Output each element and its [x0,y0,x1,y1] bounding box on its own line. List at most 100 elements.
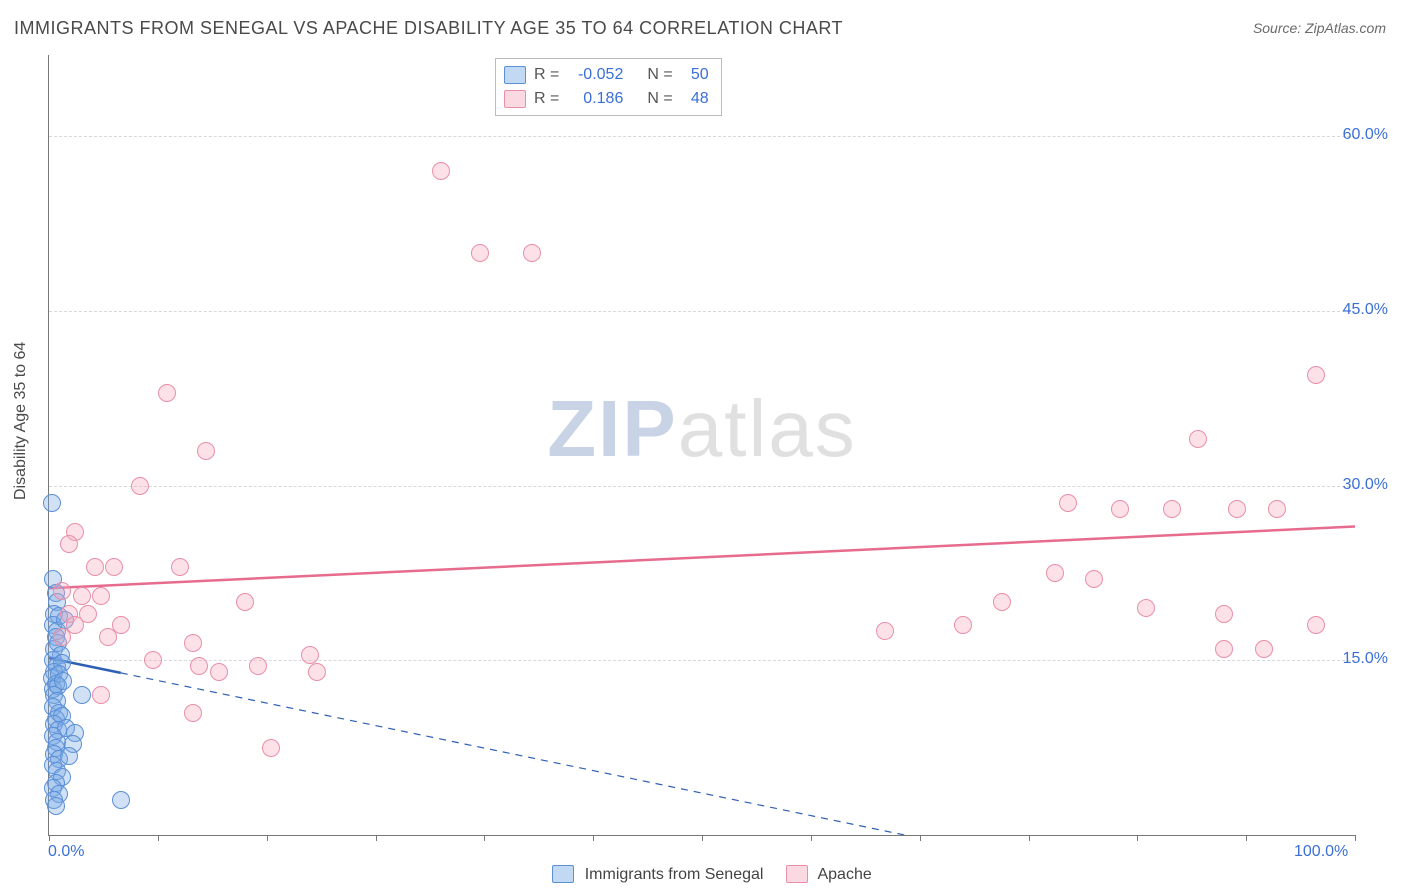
r-label: R = [534,90,559,108]
source-name: ZipAtlas.com [1305,20,1386,36]
data-point-series2 [1215,605,1233,623]
n-label: N = [647,90,672,108]
gridline [49,660,1355,661]
data-point-series2 [60,535,78,553]
x-tick-mark [484,835,485,841]
data-point-series2 [1163,500,1181,518]
data-point-series2 [131,477,149,495]
data-point-series2 [876,622,894,640]
data-point-series2 [1215,640,1233,658]
data-point-series2 [190,657,208,675]
data-point-series2 [1228,500,1246,518]
swatch-pink-icon [504,90,526,108]
y-tick-label: 30.0% [1343,476,1388,494]
x-tick-mark [267,835,268,841]
r-value-series2: 0.186 [567,90,623,108]
y-axis-label: Disability Age 35 to 64 [12,342,30,500]
legend-series1-label: Immigrants from Senegal [585,866,764,883]
data-point-series2 [523,244,541,262]
watermark-rest: atlas [678,384,857,473]
data-point-series2 [236,593,254,611]
data-point-series2 [210,663,228,681]
watermark-bold: ZIP [547,384,677,473]
data-point-series2 [249,657,267,675]
data-point-series2 [73,587,91,605]
data-point-series2 [301,646,319,664]
data-point-series1 [73,686,91,704]
data-point-series2 [1085,570,1103,588]
source-label: Source: [1253,20,1305,36]
data-point-series2 [1046,564,1064,582]
r-value-series1: -0.052 [567,66,623,84]
data-point-series2 [53,582,71,600]
y-tick-label: 15.0% [1343,650,1388,668]
x-tick-mark [593,835,594,841]
data-point-series2 [1189,430,1207,448]
x-tick-mark [920,835,921,841]
data-point-series2 [158,384,176,402]
data-point-series2 [993,593,1011,611]
legend-row-series2: R = 0.186 N = 48 [504,87,709,111]
data-point-series2 [184,634,202,652]
gridline [49,486,1355,487]
y-tick-label: 60.0% [1343,126,1388,144]
data-point-series2 [432,162,450,180]
x-tick-mark [1246,835,1247,841]
scatter-plot-area: ZIPatlas R = -0.052 N = 50 R = 0.186 N =… [48,55,1355,836]
x-axis-min-label: 0.0% [48,843,84,861]
data-point-series2 [262,739,280,757]
data-point-series2 [1137,599,1155,617]
data-point-series2 [99,628,117,646]
n-label: N = [647,66,672,84]
data-point-series2 [105,558,123,576]
chart-title: IMMIGRANTS FROM SENEGAL VS APACHE DISABI… [14,18,843,39]
x-axis-max-label: 100.0% [1294,843,1348,861]
data-point-series2 [171,558,189,576]
source-attribution: Source: ZipAtlas.com [1253,20,1386,36]
correlation-legend: R = -0.052 N = 50 R = 0.186 N = 48 [495,58,722,116]
data-point-series2 [92,686,110,704]
legend-row-series1: R = -0.052 N = 50 [504,63,709,87]
legend-series2-label: Apache [817,866,871,883]
r-label: R = [534,66,559,84]
data-point-series2 [1307,616,1325,634]
x-tick-mark [158,835,159,841]
x-tick-mark [1029,835,1030,841]
y-tick-label: 45.0% [1343,301,1388,319]
n-value-series1: 50 [681,66,709,84]
data-point-series1 [112,791,130,809]
x-tick-mark [1137,835,1138,841]
n-value-series2: 48 [681,90,709,108]
data-point-series1 [43,494,61,512]
data-point-series2 [86,558,104,576]
swatch-blue-icon [504,66,526,84]
watermark: ZIPatlas [547,383,856,475]
x-tick-mark [49,835,50,841]
data-point-series2 [1268,500,1286,518]
x-tick-mark [376,835,377,841]
data-point-series2 [184,704,202,722]
gridline [49,136,1355,137]
x-tick-mark [702,835,703,841]
swatch-pink-icon [786,865,808,883]
data-point-series2 [1307,366,1325,384]
data-point-series2 [1111,500,1129,518]
trendlines [49,55,1355,835]
data-point-series2 [53,628,71,646]
gridline [49,311,1355,312]
data-point-series2 [954,616,972,634]
data-point-series2 [1059,494,1077,512]
trendline-dashed [121,673,1355,835]
data-point-series2 [144,651,162,669]
data-point-series2 [308,663,326,681]
series-legend: Immigrants from Senegal Apache [0,865,1406,884]
data-point-series1 [60,747,78,765]
trendline-solid [49,526,1355,588]
data-point-series1 [47,797,65,815]
data-point-series2 [92,587,110,605]
x-tick-mark [1355,835,1356,841]
data-point-series2 [1255,640,1273,658]
swatch-blue-icon [552,865,574,883]
x-tick-mark [811,835,812,841]
data-point-series2 [471,244,489,262]
